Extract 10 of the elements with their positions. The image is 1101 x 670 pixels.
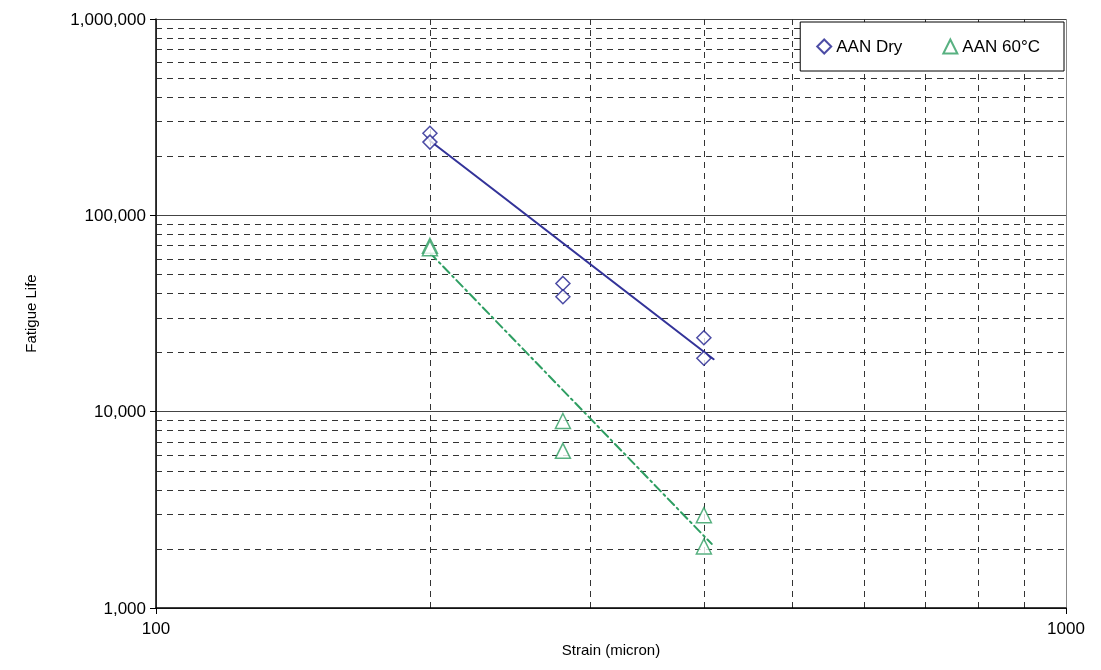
legend-label: AAN 60°C	[962, 37, 1041, 56]
y-tick-label: 1,000	[103, 598, 146, 618]
y-axis-title: Fatigue Life	[22, 274, 39, 353]
y-tick-label: 1,000,000	[70, 9, 146, 29]
legend-label: AAN Dry	[836, 37, 903, 56]
x-tick-label: 100	[141, 619, 171, 638]
x-tick-label: 1000	[1047, 619, 1085, 638]
x-axis-title: Strain (micron)	[561, 640, 661, 658]
y-tick-label: 100,000	[84, 205, 146, 225]
y-tick-label: 10,000	[94, 402, 146, 422]
